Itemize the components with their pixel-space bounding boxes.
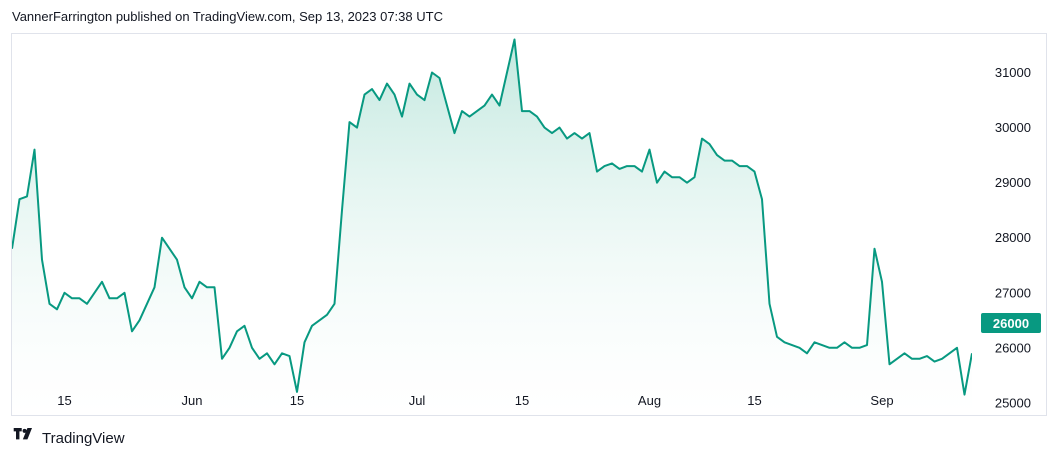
last-price-label: 26000	[981, 313, 1041, 333]
x-tick-label: Aug	[638, 393, 661, 408]
y-tick-label: 29000	[995, 175, 1031, 190]
y-tick-label: 28000	[995, 230, 1031, 245]
x-tick-label: Sep	[870, 393, 893, 408]
x-tick-label: 15	[515, 393, 529, 408]
chart-frame	[11, 33, 1047, 416]
price-area-fill	[12, 39, 972, 415]
x-tick-label: Jul	[409, 393, 426, 408]
y-tick-label: 31000	[995, 65, 1031, 80]
publish-info: VannerFarrington published on TradingVie…	[12, 9, 443, 24]
footer: TradingView	[12, 428, 125, 449]
x-tick-label: 15	[747, 393, 761, 408]
x-tick-label: 15	[57, 393, 71, 408]
y-tick-label: 26000	[995, 340, 1031, 355]
y-tick-label: 30000	[995, 120, 1031, 135]
brand-name[interactable]: TradingView	[42, 430, 125, 447]
tradingview-logo-icon[interactable]	[12, 428, 36, 449]
price-line	[12, 38, 972, 396]
x-tick-label: Jun	[182, 393, 203, 408]
y-tick-label: 25000	[995, 395, 1031, 410]
y-tick-label: 27000	[995, 285, 1031, 300]
x-tick-label: 15	[290, 393, 304, 408]
